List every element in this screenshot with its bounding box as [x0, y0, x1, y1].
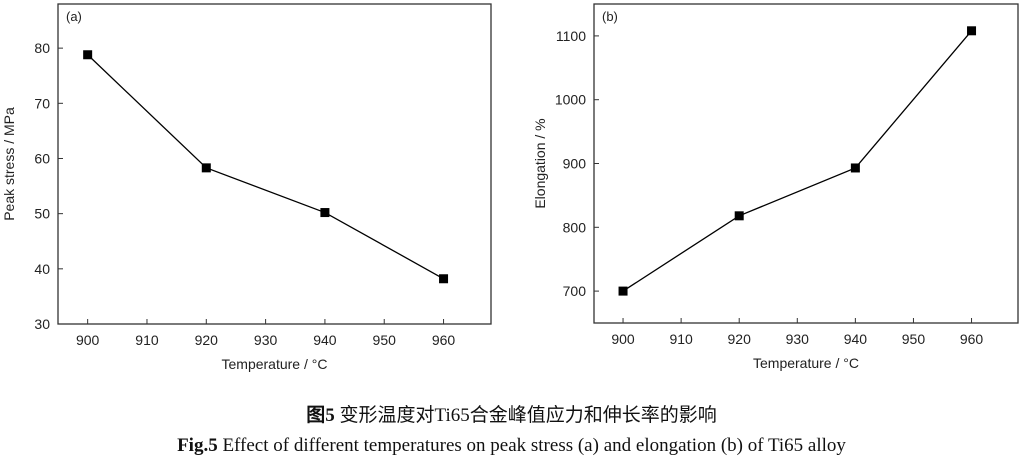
y-tick-label: 80: [34, 40, 50, 56]
x-tick-label: 910: [135, 332, 159, 348]
x-tick-label: 930: [254, 332, 278, 348]
x-tick-label: 920: [728, 331, 752, 347]
data-point-marker: [618, 286, 628, 296]
y-tick-label: 60: [34, 150, 50, 166]
data-point-marker: [320, 208, 330, 218]
panel-label: (a): [66, 9, 82, 24]
data-point-marker: [83, 50, 93, 60]
y-tick-label: 30: [34, 316, 50, 332]
x-tick-label: 930: [786, 331, 810, 347]
x-tick-label: 920: [195, 332, 219, 348]
x-axis-label: Temperature / °C: [753, 355, 859, 371]
x-tick-label: 960: [960, 331, 984, 347]
caption-chinese: 图5 变形温度对Ti65合金峰值应力和伸长率的影响: [0, 400, 1023, 427]
y-tick-label: 800: [563, 219, 587, 235]
y-axis-label: Elongation / %: [532, 118, 548, 208]
data-point-marker: [439, 274, 449, 284]
data-point-marker: [850, 163, 860, 173]
caption-english: Fig.5 Effect of different temperatures o…: [0, 435, 1023, 457]
y-tick-label: 40: [34, 261, 50, 277]
caption-en-text: Effect of different temperatures on peak…: [217, 435, 846, 456]
y-tick-label: 900: [563, 156, 587, 172]
y-tick-label: 1100: [556, 28, 586, 44]
caption-cn-text: 变形温度对Ti65合金峰值应力和伸长率的影响: [334, 405, 717, 426]
plot-frame-0: [57, 3, 492, 325]
y-tick-label: 50: [34, 206, 50, 222]
y-tick-label: 700: [563, 283, 587, 299]
x-tick-label: 950: [373, 332, 397, 348]
y-tick-label: 1000: [555, 92, 586, 108]
data-point-marker: [734, 211, 744, 221]
x-tick-label: 950: [902, 331, 926, 347]
series-line: [87, 54, 444, 280]
caption-en-label: Fig.5: [177, 435, 218, 456]
x-tick-label: 940: [313, 332, 337, 348]
x-tick-label: 960: [432, 332, 456, 348]
x-axis-label: Temperature / °C: [222, 356, 328, 372]
y-tick-label: 70: [34, 95, 50, 111]
y-axis-label: Peak stress / MPa: [1, 107, 17, 221]
caption-cn-label: 图5: [306, 405, 335, 426]
panel-label: (b): [602, 9, 618, 24]
chart-figure: (a) 900 910 920 930 940 950 960 30 40 50 60 70 80 Temp…: [1, 3, 1019, 372]
data-point-marker: [967, 26, 977, 36]
x-tick-label: 910: [669, 331, 693, 347]
x-tick-label: 940: [844, 331, 868, 347]
x-tick-label: 900: [611, 331, 635, 347]
x-tick-label: 900: [76, 332, 100, 348]
series-line: [622, 30, 973, 292]
data-point-marker: [201, 163, 211, 173]
